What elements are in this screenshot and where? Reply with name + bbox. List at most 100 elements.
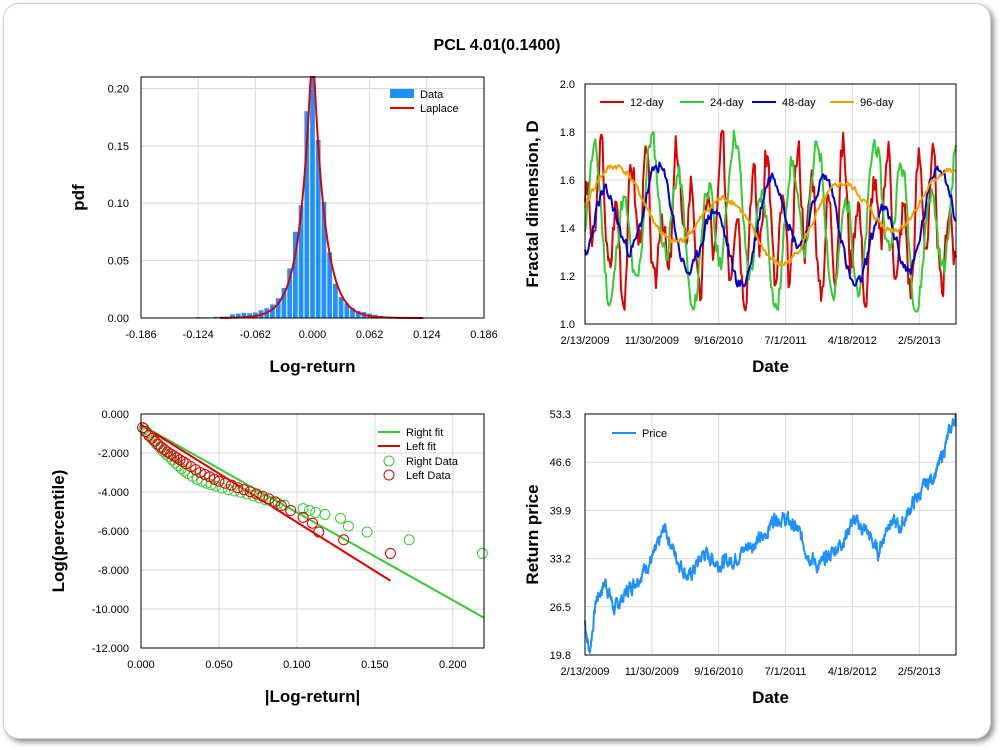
fractal-x-label: Date xyxy=(752,357,789,376)
price-y-tick: 26.5 xyxy=(550,602,571,614)
price-x-tick: 11/30/2009 xyxy=(625,666,679,678)
left-data-point xyxy=(257,490,269,502)
fractal-x-tick: 7/1/2011 xyxy=(765,335,807,347)
legend-laplace-label: Laplace xyxy=(420,103,459,115)
fractal-y-tick: 1.6 xyxy=(560,175,575,187)
left-data-point xyxy=(165,448,177,460)
price-panel: 2/13/2009 11/30/2009 9/16/2010 7/1/2011 4/18… xyxy=(523,409,957,707)
histogram-y-tick: 0.20 xyxy=(108,83,129,95)
price-x-tick: 9/16/2010 xyxy=(694,666,743,678)
fractal-border xyxy=(584,83,957,325)
fractal-dimension-panel: 2/13/2009 11/30/2009 9/16/2010 7/1/2011 4/18… xyxy=(523,79,957,376)
fractal-x-tick: 4/18/2012 xyxy=(828,335,877,347)
fractal-y-tick: 2.0 xyxy=(560,79,575,91)
tail-x-tick: 0.200 xyxy=(439,659,467,671)
left-data-point xyxy=(238,484,250,496)
legend-right-data-swatch xyxy=(383,455,395,467)
left-data-point xyxy=(225,479,237,491)
tail-x-tick: 0.000 xyxy=(127,659,155,671)
histogram-bar xyxy=(321,201,327,318)
price-x-label: Date xyxy=(752,688,789,707)
legend-48-day-label: 48-day xyxy=(782,97,816,109)
tail-x-tick: 0.050 xyxy=(205,659,233,671)
right-data-point xyxy=(266,496,278,508)
left-data-point xyxy=(338,534,350,546)
left-data-point xyxy=(137,422,149,434)
legend-12-day-label: 12-day xyxy=(630,97,664,109)
chart-frame xyxy=(3,3,991,739)
left-data-point xyxy=(232,482,244,494)
tail-distribution-panel: 0.000 0.050 0.100 0.150 0.200 0.000 -2.000 -4.0… xyxy=(49,409,488,706)
legend-96-day-label: 96-day xyxy=(860,97,894,109)
left-data-point xyxy=(213,475,225,487)
histogram-panel: -0.186 -0.124 -0.062 0.000 0.062 0.124 0.186 0.… xyxy=(69,76,498,376)
price-x-tick: 4/18/2012 xyxy=(828,666,877,678)
legend-left-data-swatch xyxy=(383,469,395,481)
legend-data-swatch xyxy=(390,89,414,98)
price-border xyxy=(584,413,957,656)
left-data-point xyxy=(143,429,155,441)
legend-left-data-label: Left Data xyxy=(406,470,452,482)
tail-x-tick: 0.100 xyxy=(283,659,311,671)
histogram-bar xyxy=(338,297,344,318)
histogram-y-tick: 0.10 xyxy=(108,198,129,210)
fractal-y-tick: 1.2 xyxy=(560,271,575,283)
right-data-point xyxy=(297,503,309,515)
left-data-point xyxy=(384,547,396,559)
histogram-bar xyxy=(281,287,287,318)
histogram-bar xyxy=(310,76,315,318)
left-data-point xyxy=(208,473,220,485)
histogram-x-tick: -0.062 xyxy=(240,329,271,341)
histogram-bar xyxy=(275,298,281,318)
left-data-point xyxy=(171,452,183,464)
right-fit-line xyxy=(140,423,485,619)
fractal-y-label: Fractal dimension, D xyxy=(523,120,542,287)
left-data-point xyxy=(219,477,231,489)
histogram-x-tick: 0.000 xyxy=(299,329,327,341)
left-data-point xyxy=(285,505,297,517)
page-title: PCL 4.01(0.1400) xyxy=(434,37,561,54)
histogram-y-tick: 0.05 xyxy=(108,256,129,268)
histogram-bar xyxy=(315,139,321,318)
legend-data-label: Data xyxy=(420,89,444,101)
histogram-x-tick: -0.124 xyxy=(183,329,214,341)
histogram-bar xyxy=(270,304,275,318)
price-y-tick: 19.8 xyxy=(550,650,571,662)
tail-y-tick: 0.000 xyxy=(101,409,129,421)
tail-y-tick: -12.000 xyxy=(92,643,129,655)
fractal-series-96-day xyxy=(584,164,957,267)
tail-x-label: |Log-return| xyxy=(265,687,360,706)
right-data-point xyxy=(335,512,347,524)
right-data-point xyxy=(303,505,315,517)
fractal-y-tick: 1.0 xyxy=(560,319,575,331)
histogram-bar xyxy=(230,314,235,318)
tail-x-tick: 0.150 xyxy=(361,659,389,671)
price-x-tick: 7/1/2011 xyxy=(765,666,807,678)
fractal-y-tick: 1.4 xyxy=(560,223,575,235)
left-data-point xyxy=(297,511,309,523)
histogram-bar xyxy=(327,252,333,318)
left-data-point xyxy=(194,467,206,478)
left-data-point xyxy=(307,517,318,529)
legend-right-fit-label: Right fit xyxy=(406,427,443,439)
left-data-point xyxy=(250,488,262,500)
tail-y-tick: -8.000 xyxy=(98,565,129,577)
fractal-x-tick: 11/30/2009 xyxy=(625,335,679,347)
left-data-point xyxy=(146,432,158,444)
histogram-bar xyxy=(247,313,252,318)
histogram-x-tick: -0.186 xyxy=(125,329,156,341)
histogram-bar xyxy=(292,231,298,318)
left-data-point xyxy=(149,435,161,447)
right-data-point xyxy=(179,465,191,477)
left-data-point xyxy=(177,456,189,468)
price-y-tick: 53.3 xyxy=(550,409,571,421)
price-x-tick: 2/13/2009 xyxy=(561,666,610,678)
price-x-tick: 2/5/2013 xyxy=(898,666,941,678)
right-data-point xyxy=(476,547,488,559)
tail-y-label: Log(percentile) xyxy=(49,470,68,593)
price-y-label: Return price xyxy=(523,484,542,584)
right-data-point xyxy=(361,526,373,538)
left-data-point xyxy=(275,500,287,512)
histogram-x-tick: 0.124 xyxy=(413,329,441,341)
